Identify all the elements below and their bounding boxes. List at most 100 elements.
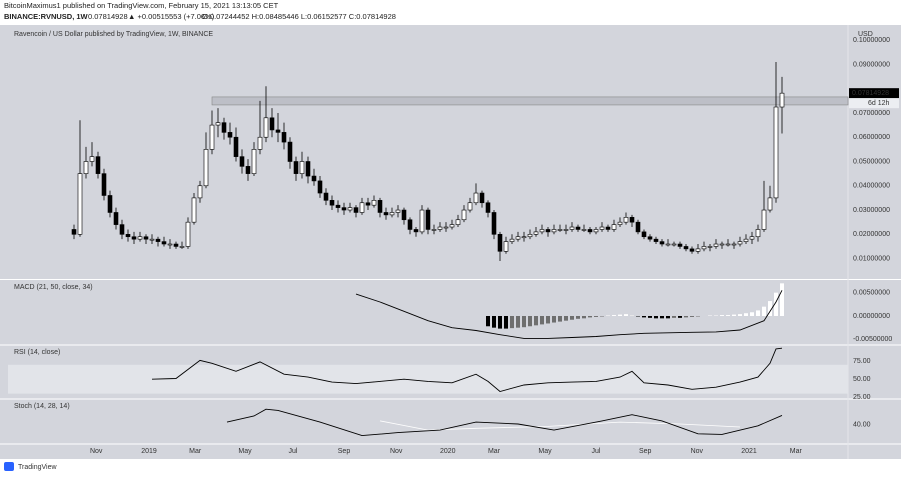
candle-body [137, 236, 143, 240]
candle-body [425, 209, 431, 230]
macd-histogram-bar [678, 316, 682, 318]
candle-body [299, 161, 305, 174]
macd-histogram-bar [486, 316, 490, 327]
y-tick-label: 0.00000000 [853, 313, 890, 320]
panel-title: Stoch (14, 28, 14) [14, 403, 70, 410]
candle-body [635, 221, 641, 233]
macd-histogram-bar [492, 316, 496, 328]
candle-body [359, 202, 365, 213]
macd-histogram-bar [504, 316, 508, 329]
panel-title: MACD (21, 50, close, 34) [14, 284, 93, 291]
macd-histogram-bar [762, 306, 766, 316]
candle-body [581, 229, 587, 231]
macd-histogram-bar [768, 301, 772, 316]
candle-body [575, 226, 581, 230]
candle-body [245, 166, 251, 174]
y-tick-label: 0.05000000 [853, 158, 890, 165]
symbol: BINANCE:RVNUSD, 1W [4, 12, 89, 21]
candle-body [377, 200, 383, 213]
candle-body [161, 241, 167, 245]
y-tick-label: 0.00500000 [853, 290, 890, 297]
last-price: 0.07814928 [88, 12, 128, 21]
candle-body [521, 236, 527, 239]
rsi-band [8, 364, 848, 394]
candle-body [107, 195, 113, 213]
candle-body [491, 212, 497, 235]
y-tick-label: 0.04000000 [853, 183, 890, 190]
y-unit: USD [858, 31, 873, 38]
candle-body [617, 221, 623, 225]
macd-histogram-bar [582, 316, 586, 319]
candle-body [419, 209, 425, 233]
candle-body [473, 192, 479, 204]
macd-histogram-bar [690, 316, 694, 317]
candle-body [407, 219, 413, 230]
x-tick-label: Nov [390, 448, 403, 455]
candle-body [569, 226, 575, 230]
candle-body [743, 238, 749, 242]
candle-body [593, 229, 599, 233]
candle-body [275, 129, 281, 133]
candle-body [113, 212, 119, 225]
candle-body [167, 243, 173, 246]
last-price-box [849, 88, 899, 99]
candle-body [101, 173, 107, 196]
candle-body [383, 212, 389, 216]
candle-body [83, 161, 89, 174]
candle-body [281, 132, 287, 143]
macd-histogram-bar [534, 316, 538, 326]
macd-histogram-bar [744, 313, 748, 316]
countdown: 6d 12h [868, 100, 890, 107]
candle-body [329, 200, 335, 206]
candle-body [509, 238, 515, 242]
candle-body [737, 241, 743, 245]
candle-body [665, 243, 671, 246]
candle-body [515, 236, 521, 240]
macd-histogram-bar [720, 315, 724, 316]
candle-body [683, 246, 689, 250]
y-tick-label: 0.03000000 [853, 207, 890, 214]
logo-icon [4, 462, 14, 471]
candle-body [77, 173, 83, 235]
candle-body [497, 234, 503, 252]
candle-body [317, 180, 323, 194]
candle-body [503, 241, 509, 252]
macd-histogram-bar [672, 316, 676, 318]
candle-body [671, 243, 677, 246]
candle-body [767, 197, 773, 211]
logo: TradingView [4, 462, 57, 471]
candle-body [227, 132, 233, 138]
last-price-label: 0.07814928 [852, 90, 889, 97]
candle-body [641, 231, 647, 238]
candle-body [659, 241, 665, 245]
macd-histogram-bar [642, 316, 646, 318]
macd-histogram-bar [516, 316, 520, 328]
candle-body [131, 236, 137, 240]
candle-body [173, 243, 179, 247]
candle-body [179, 246, 185, 248]
candle-body [413, 229, 419, 233]
macd-histogram-bar [540, 316, 544, 325]
candle-body [719, 243, 725, 246]
candle-body [647, 236, 653, 240]
ohlc: O:0.07244452 H:0.08485446 L:0.06152577 C… [202, 12, 396, 21]
y-tick-label: 0.01000000 [853, 255, 890, 262]
macd-histogram-bar [498, 316, 502, 329]
x-tick-label: May [238, 448, 252, 455]
candle-body [287, 141, 293, 162]
macd-histogram-bar [528, 316, 532, 327]
candle-body [197, 185, 203, 199]
candle-body [251, 149, 257, 174]
macd-histogram-bar [648, 316, 652, 318]
x-tick-label: Mar [189, 448, 202, 455]
candle-body [263, 117, 269, 138]
candle-body [713, 243, 719, 247]
y-tick-label: 0.02000000 [853, 231, 890, 238]
macd-histogram-bar [654, 316, 658, 319]
candle-body [191, 197, 197, 223]
candle-body [95, 156, 101, 174]
candle-body [401, 209, 407, 221]
candle-body [749, 236, 755, 240]
candle-body [773, 106, 779, 199]
